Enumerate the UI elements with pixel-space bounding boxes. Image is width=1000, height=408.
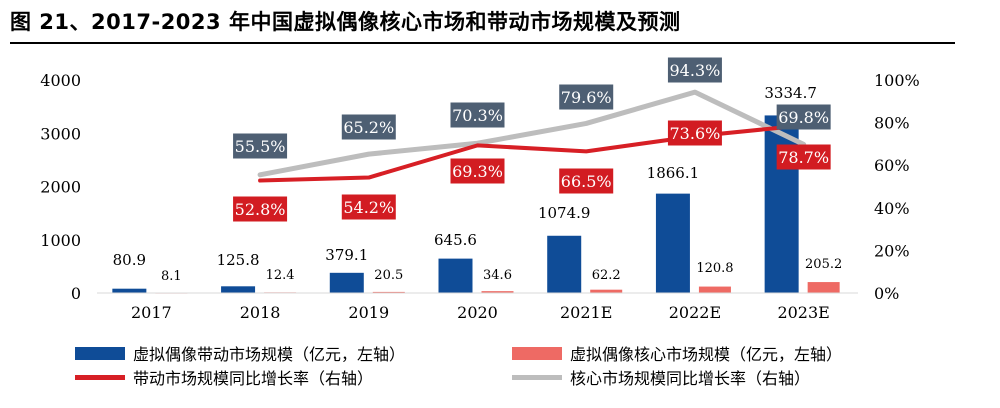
core-growth-label-box [233, 133, 288, 159]
core-bar [590, 289, 623, 293]
x-tick-label: 2019 [348, 303, 389, 322]
driven-bar-value-label: 379.1 [325, 246, 368, 264]
core-growth-label-box [450, 102, 505, 128]
core-growth-label-box [776, 104, 831, 130]
core-growth-label: 69.8% [778, 108, 829, 127]
legend-swatch-core-bar [512, 346, 562, 360]
x-tick-label: 2018 [240, 303, 281, 322]
core-bar [698, 286, 731, 293]
driven-growth-label: 54.2% [343, 198, 394, 217]
core-growth-label: 70.3% [452, 106, 503, 125]
core-bar-value-label: 205.2 [805, 257, 842, 272]
driven-bar [547, 235, 582, 293]
driven-bar-value-label: 125.8 [217, 251, 260, 269]
core-growth-label-box [341, 114, 396, 140]
core-bar-value-label: 62.2 [592, 268, 621, 283]
driven-growth-label-box [450, 158, 505, 184]
legend-label-driven-line: 带动市场规模同比增长率（右轴） [133, 369, 374, 388]
driven-growth-label: 78.7% [778, 148, 829, 167]
driven-bar-value-label: 645.6 [434, 231, 477, 249]
legend-driven-line: 带动市场规模同比增长率（右轴） [75, 365, 373, 389]
y-left-tick-label: 0 [71, 284, 81, 303]
legend-swatch-driven-line [75, 374, 125, 380]
driven-bar [655, 193, 690, 293]
driven-growth-label: 69.3% [452, 162, 503, 181]
driven-bar-value-label: 3334.7 [764, 84, 817, 102]
y-left-tick-label: 4000 [40, 71, 81, 90]
driven-bar-value-label: 1866.1 [647, 164, 700, 182]
driven-bar-value-label: 80.9 [113, 251, 146, 269]
driven-bar-value-label: 1074.9 [538, 204, 591, 222]
core-growth-line [257, 89, 807, 178]
title-rule [10, 42, 955, 44]
legend-label-core-line: 核心市场规模同比增长率（右轴） [570, 369, 811, 388]
driven-growth-label-box [233, 196, 288, 222]
y-right-tick-label: 40% [874, 199, 910, 218]
driven-bar [221, 286, 256, 293]
driven-growth-label-box [667, 120, 722, 146]
core-bar-value-label: 20.5 [374, 268, 403, 283]
core-growth-label: 55.5% [235, 137, 286, 156]
y-right-tick-label: 0% [874, 284, 899, 303]
driven-growth-label: 73.6% [670, 124, 721, 143]
x-tick-label: 2017 [131, 303, 172, 322]
driven-growth-label-box [776, 144, 831, 170]
legend-core-bar: 虚拟偶像核心市场规模（亿元，左轴） [512, 341, 842, 365]
core-bar-value-label: 12.4 [266, 268, 295, 283]
y-left-tick-label: 3000 [40, 124, 81, 143]
y-left-tick-label: 2000 [40, 178, 81, 197]
driven-growth-label: 66.5% [561, 172, 612, 191]
core-bar-value-label: 120.8 [696, 261, 733, 276]
core-bar [807, 282, 840, 293]
driven-bar [438, 258, 473, 293]
legend-swatch-driven-bar [75, 346, 125, 360]
driven-bar [329, 272, 364, 293]
driven-growth-label: 52.8% [235, 200, 286, 219]
legend-label-core-bar: 虚拟偶像核心市场规模（亿元，左轴） [570, 345, 843, 364]
y-right-tick-label: 100% [874, 71, 920, 90]
core-bar-value-label: 34.6 [483, 268, 512, 283]
core-growth-label-box [559, 84, 614, 110]
core-bar [481, 291, 514, 293]
x-tick-label: 2023E [777, 303, 829, 322]
core-bar [372, 291, 405, 293]
core-growth-label-box [667, 57, 722, 83]
x-tick-label: 2022E [669, 303, 721, 322]
legend-swatch-core-line [512, 374, 562, 380]
figure-title: 图 21、2017-2023 年中国虚拟偶像核心市场和带动市场规模及预测 [10, 10, 681, 34]
core-growth-label: 94.3% [670, 61, 721, 80]
y-right-tick-label: 60% [874, 156, 910, 175]
driven-bar [112, 288, 147, 293]
legend-driven-bar: 虚拟偶像带动市场规模（亿元，左轴） [75, 341, 405, 365]
y-right-tick-label: 20% [874, 241, 910, 260]
x-tick-label: 2020 [457, 303, 498, 322]
driven-growth-label-box [341, 194, 396, 220]
legend-core-line: 核心市场规模同比增长率（右轴） [512, 365, 810, 389]
x-tick-label: 2021E [560, 303, 612, 322]
core-growth-label: 65.2% [343, 118, 394, 137]
legend-label-driven-bar: 虚拟偶像带动市场规模（亿元，左轴） [133, 345, 406, 364]
y-left-tick-label: 1000 [40, 231, 81, 250]
core-growth-label: 79.6% [561, 88, 612, 107]
y-right-tick-label: 80% [874, 114, 910, 133]
driven-growth-label-box [559, 168, 614, 194]
core-bar-value-label: 8.1 [161, 269, 182, 284]
